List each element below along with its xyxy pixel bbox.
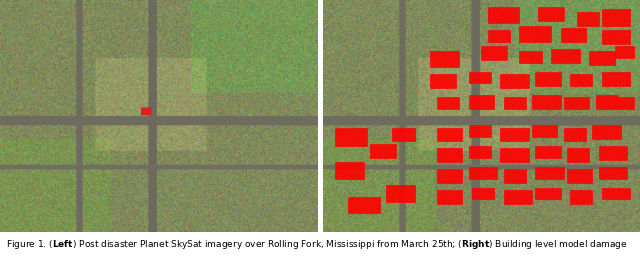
Bar <box>468 146 491 158</box>
Bar <box>532 125 557 137</box>
Text: Figure 1. ($\bf{Left}$) Post disaster Planet SkySat imagery over Rolling Fork, M: Figure 1. ($\bf{Left}$) Post disaster Pl… <box>6 238 628 251</box>
Bar <box>602 72 630 86</box>
Bar <box>500 74 529 88</box>
Bar <box>564 97 589 109</box>
Bar <box>614 46 634 58</box>
Bar <box>500 148 529 162</box>
Bar <box>535 167 564 178</box>
Bar <box>577 12 599 25</box>
Bar <box>488 7 520 23</box>
Bar <box>472 188 494 199</box>
Bar <box>532 95 561 109</box>
Bar <box>535 188 561 199</box>
Bar <box>437 97 459 109</box>
Bar <box>599 146 627 160</box>
Bar <box>567 169 593 183</box>
Bar <box>437 169 462 183</box>
Bar <box>437 190 462 204</box>
Bar <box>561 28 586 42</box>
Bar <box>335 162 364 178</box>
Bar <box>468 72 491 84</box>
Bar <box>504 190 532 204</box>
Bar <box>437 148 462 162</box>
Bar <box>538 7 564 21</box>
Bar <box>535 72 561 86</box>
Bar <box>468 125 491 137</box>
Bar <box>602 188 630 199</box>
Bar <box>596 95 618 109</box>
Bar <box>348 197 380 213</box>
Bar <box>392 128 415 141</box>
Bar <box>520 25 551 42</box>
Bar <box>618 97 634 109</box>
Bar <box>437 128 462 141</box>
Bar <box>431 74 456 88</box>
Bar <box>570 74 593 86</box>
Bar <box>488 30 510 42</box>
Bar <box>599 167 627 178</box>
Bar <box>481 46 507 60</box>
Bar <box>500 128 529 141</box>
Bar <box>468 167 497 178</box>
Bar <box>520 51 541 63</box>
Bar <box>504 97 525 109</box>
Bar <box>551 49 580 63</box>
Bar <box>593 125 621 139</box>
Bar <box>602 9 630 25</box>
Bar <box>535 146 561 158</box>
Bar <box>431 51 459 67</box>
Bar <box>570 190 593 204</box>
Bar <box>589 51 614 65</box>
Bar <box>504 169 525 183</box>
Bar <box>370 144 396 158</box>
Bar <box>386 185 415 202</box>
Bar <box>564 128 586 141</box>
Bar <box>567 148 589 162</box>
Bar <box>602 30 630 44</box>
Bar <box>335 128 367 146</box>
Bar <box>468 95 494 109</box>
